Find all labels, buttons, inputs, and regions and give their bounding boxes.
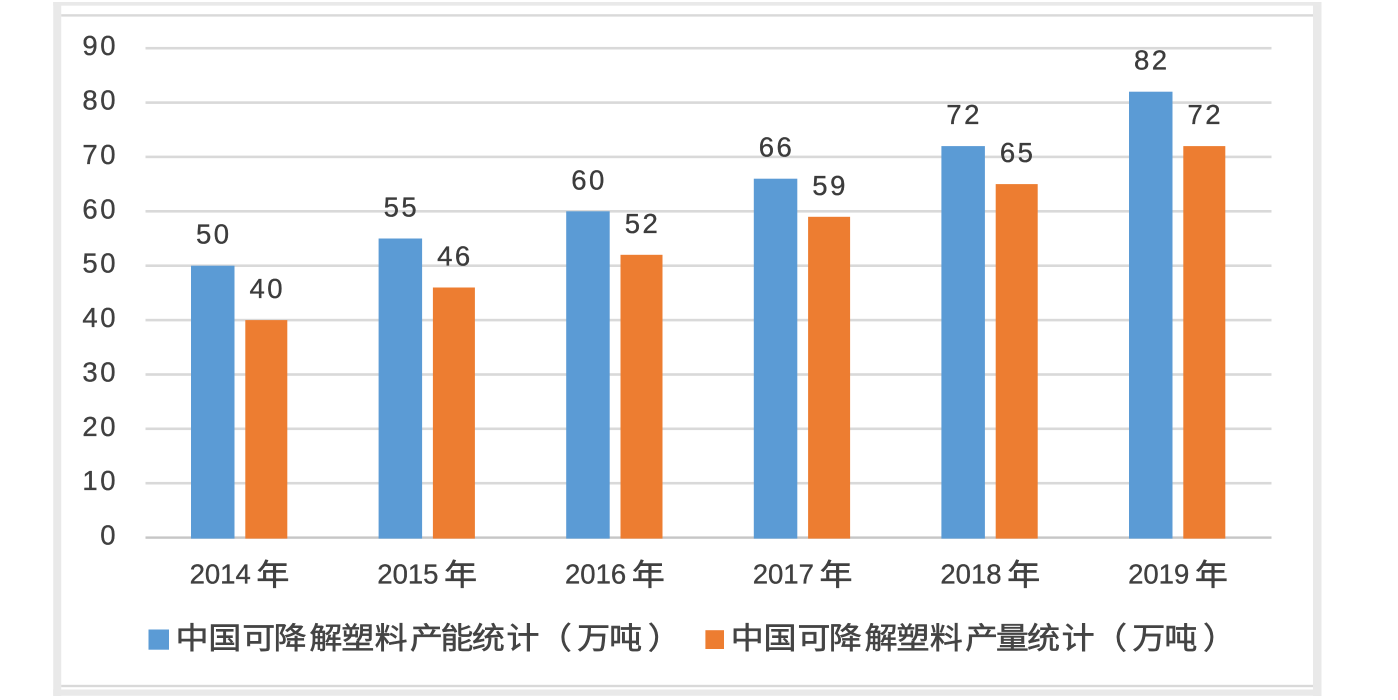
svg-text:82: 82 bbox=[1134, 45, 1170, 76]
svg-text:70: 70 bbox=[82, 139, 118, 170]
svg-text:10: 10 bbox=[82, 465, 118, 496]
svg-text:20: 20 bbox=[82, 411, 118, 442]
svg-text:2018: 2018 bbox=[940, 559, 1001, 590]
svg-text:72: 72 bbox=[946, 99, 982, 130]
svg-text:60: 60 bbox=[571, 164, 607, 195]
svg-text:40: 40 bbox=[250, 273, 286, 304]
svg-text:0: 0 bbox=[100, 520, 118, 551]
svg-text:2014: 2014 bbox=[190, 559, 251, 590]
svg-text:52: 52 bbox=[625, 208, 661, 239]
svg-text:2016: 2016 bbox=[565, 559, 626, 590]
svg-text:50: 50 bbox=[82, 248, 118, 279]
svg-text:2015: 2015 bbox=[377, 559, 438, 590]
svg-text:90: 90 bbox=[82, 30, 118, 61]
svg-text:65: 65 bbox=[1000, 137, 1036, 168]
svg-text:50: 50 bbox=[196, 219, 232, 250]
svg-text:59: 59 bbox=[812, 170, 848, 201]
svg-text:40: 40 bbox=[82, 302, 118, 333]
svg-text:55: 55 bbox=[384, 192, 420, 223]
svg-text:60: 60 bbox=[82, 193, 118, 224]
svg-text:2017: 2017 bbox=[753, 559, 814, 590]
svg-text:72: 72 bbox=[1188, 99, 1224, 130]
svg-text:30: 30 bbox=[82, 357, 118, 388]
svg-text:80: 80 bbox=[82, 85, 118, 116]
svg-text:2019: 2019 bbox=[1128, 559, 1189, 590]
svg-text:46: 46 bbox=[437, 241, 473, 272]
svg-text:66: 66 bbox=[759, 132, 795, 163]
